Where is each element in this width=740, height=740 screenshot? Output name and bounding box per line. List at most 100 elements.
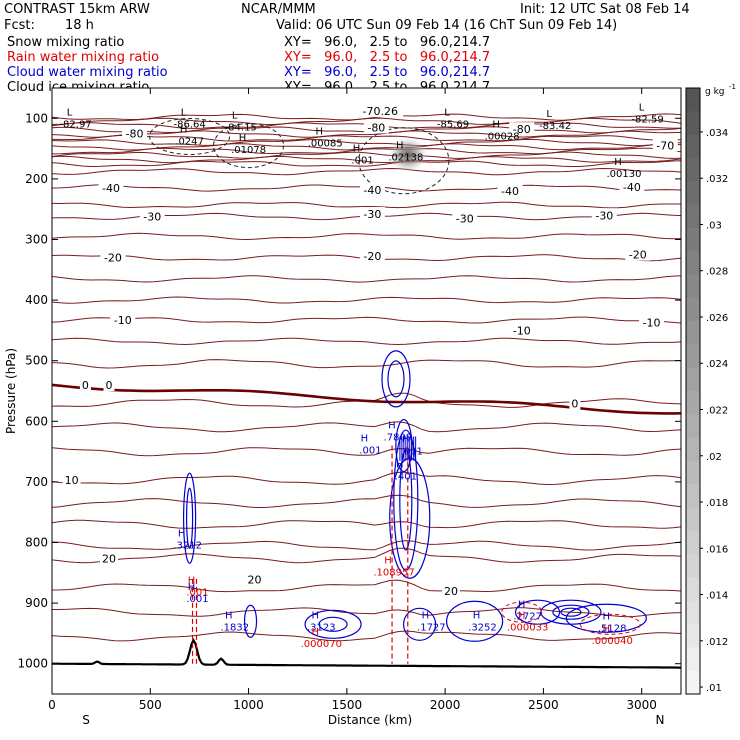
colorbar-band (686, 554, 700, 578)
isotherm-line (52, 151, 681, 159)
isotherm-label-bg (359, 207, 385, 221)
colorbar-band (686, 251, 700, 275)
colorbar-band (686, 111, 700, 136)
colorbar-tick-label: .022 (706, 406, 728, 417)
isotherm-label-bg (359, 182, 385, 196)
isotherm-label-bg (363, 120, 389, 134)
isotherm-label-bg (62, 473, 81, 487)
north-label: N (656, 713, 665, 727)
cloud-water-contour (182, 472, 197, 564)
isotherm-label-bg (652, 138, 678, 152)
colorbar-tick-label: .028 (706, 267, 728, 278)
isotherm-label: -10 (643, 317, 661, 330)
y-tick-label: 500 (25, 354, 48, 368)
isotherm-line (52, 232, 681, 241)
extremum-value: .108957 (373, 568, 414, 579)
field-name-rain: Rain water mixing ratio (7, 50, 160, 65)
extremum-value: .001 (186, 594, 208, 605)
extremum-value: .000040 (592, 636, 633, 647)
extremum-letter: H (188, 582, 196, 593)
colorbar-band (686, 181, 700, 206)
isotherm-line (52, 579, 681, 593)
extremum-value: .1727 (417, 622, 446, 633)
extremum-value: .2727 (513, 611, 542, 622)
extremum-letter: H (614, 157, 622, 168)
isotherm-label: 0 (571, 398, 578, 411)
x-tick-label: 0 (48, 698, 56, 712)
isotherm-line (52, 134, 681, 142)
isotherm-label: -40 (623, 181, 641, 194)
extremum-letter: H (602, 611, 610, 622)
y-tick-label: 200 (25, 172, 48, 186)
isotherm-line (52, 540, 681, 551)
field-name-cloud-water: Cloud water mixing ratio (7, 65, 168, 80)
colorbar-band (686, 600, 700, 625)
colorbar-band (686, 134, 700, 159)
isotherm-label-bg (625, 247, 651, 261)
isotherm-label-bg (497, 184, 523, 198)
isotherm-line (52, 130, 681, 138)
colorbar-band (686, 577, 700, 602)
isotherm-label: -30 (595, 209, 613, 222)
cloud-water-contour (387, 360, 405, 398)
isotherm-label: -70.26 (363, 105, 398, 118)
x-tick-label: 2500 (528, 698, 559, 712)
cloud-water-contour (560, 607, 582, 617)
y-tick-label: 800 (25, 536, 48, 550)
snow-contour (213, 123, 285, 169)
extremum-letter: H (402, 435, 410, 446)
extremum-letter: H (315, 127, 323, 138)
isotherm-label: -80 (367, 121, 385, 134)
isotherm-label: 20 (102, 552, 116, 565)
extremum-letter: H (361, 433, 369, 444)
extremum-value: -82.59 (631, 114, 663, 125)
field-name-snow: Snow mixing ratio (7, 35, 125, 50)
colorbar-band (686, 204, 700, 229)
extremum-letter: H (396, 459, 404, 470)
isotherm-label: 10 (65, 474, 79, 487)
isotherm-label: -10 (114, 314, 132, 327)
colorbar-band (686, 367, 700, 392)
colorbar-tick-label: .01 (706, 683, 722, 694)
colorbar-tick-label: .026 (706, 313, 728, 324)
colorbar-band (686, 321, 700, 345)
colorbar: .034 .032 .03 .028 .026 .024 .022 .02 .018 .016 .0… (685, 83, 736, 695)
isotherm-line (52, 607, 681, 618)
extremum-value: .3252 (468, 622, 497, 633)
isotherm-label-bg (357, 104, 404, 118)
model-name: CONTRAST 15km ARW (4, 2, 150, 17)
extremum-letter: L (444, 107, 450, 118)
colorbar-band (686, 507, 700, 532)
extremum-value: .001 (186, 588, 208, 599)
extremum-letter: H (188, 576, 196, 587)
isotherm-line (52, 167, 681, 176)
extremum-value: .001 (359, 445, 381, 456)
cloud-water-contour (304, 609, 362, 639)
x-tick-label: 3000 (626, 698, 657, 712)
isotherm-line (52, 337, 681, 346)
isotherm-label-bg (442, 583, 461, 597)
cloud-water-contour (552, 604, 590, 620)
snow-contour (358, 127, 450, 195)
extremum-value: .7809 (384, 433, 413, 444)
isotherm-label-bg (110, 313, 136, 327)
isotherm-label-bg (139, 209, 165, 223)
colorbar-band (686, 391, 700, 415)
colorbar-band (686, 460, 700, 485)
cloud-water-contour (565, 603, 647, 633)
y-tick-label: 900 (25, 596, 48, 610)
colorbar-tick-label: .032 (706, 174, 728, 185)
colorbar-frame (685, 87, 701, 695)
y-tick-label: 600 (25, 414, 48, 428)
colorbar-band (686, 647, 700, 672)
extremum-letter: L (639, 102, 645, 113)
cloud-water-contour (446, 600, 504, 642)
colorbar-tick-label: .034 (706, 128, 728, 139)
isotherm-line (52, 547, 681, 564)
field-xy-rain: XY= 96.0, 2.5 to 96.0,214.7 (284, 50, 491, 65)
extremum-letter: H (388, 421, 396, 432)
y-tick-label: 1000 (17, 657, 48, 671)
extremum-value: .5128 (598, 623, 627, 634)
extremum-letter: H (518, 599, 526, 610)
